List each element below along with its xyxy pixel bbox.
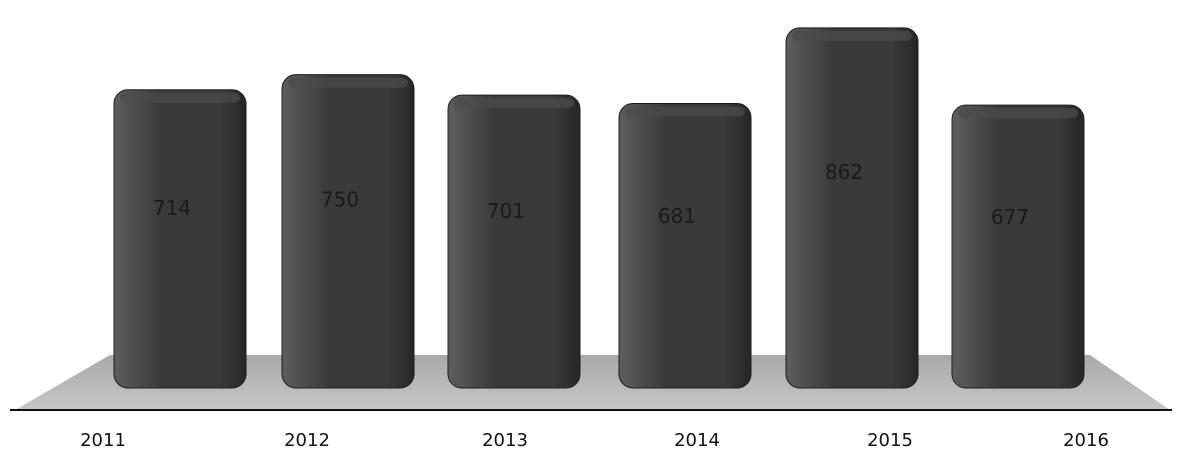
bar-top-cap-2016 bbox=[958, 108, 1078, 119]
data-label-2012: 750 bbox=[321, 187, 359, 211]
data-label-2016: 677 bbox=[991, 205, 1029, 229]
bar-2015 bbox=[785, 27, 919, 389]
bars-group bbox=[113, 27, 1085, 389]
bar-2011 bbox=[113, 89, 247, 389]
x-tick-label-2014: 2014 bbox=[674, 430, 720, 451]
x-tick-label-2011: 2011 bbox=[80, 430, 126, 451]
x-tick-label-2012: 2012 bbox=[284, 430, 330, 451]
bar-top-cap-2012 bbox=[288, 77, 408, 88]
x-tick-label-2015: 2015 bbox=[867, 430, 913, 451]
data-label-2013: 701 bbox=[487, 199, 525, 223]
bar-top-cap-2011 bbox=[120, 92, 240, 103]
x-tick-labels-group: 2011 2012 2013 2014 2015 2016 bbox=[80, 430, 1109, 451]
bar-top-cap-2014 bbox=[625, 106, 745, 117]
bar-2013 bbox=[447, 94, 581, 389]
bar-2012 bbox=[281, 74, 415, 389]
data-label-2014: 681 bbox=[658, 204, 696, 228]
bar-top-cap-2013 bbox=[454, 98, 574, 109]
bar-top-cap-2015 bbox=[792, 30, 912, 41]
bar-2014 bbox=[618, 102, 752, 389]
data-label-2011: 714 bbox=[153, 196, 191, 220]
x-tick-label-2013: 2013 bbox=[482, 430, 528, 451]
data-label-2015: 862 bbox=[825, 160, 863, 184]
x-tick-label-2016: 2016 bbox=[1063, 430, 1109, 451]
bar-2016 bbox=[951, 104, 1085, 389]
data-labels-group: 714 750 701 681 862 677 bbox=[153, 160, 1029, 229]
